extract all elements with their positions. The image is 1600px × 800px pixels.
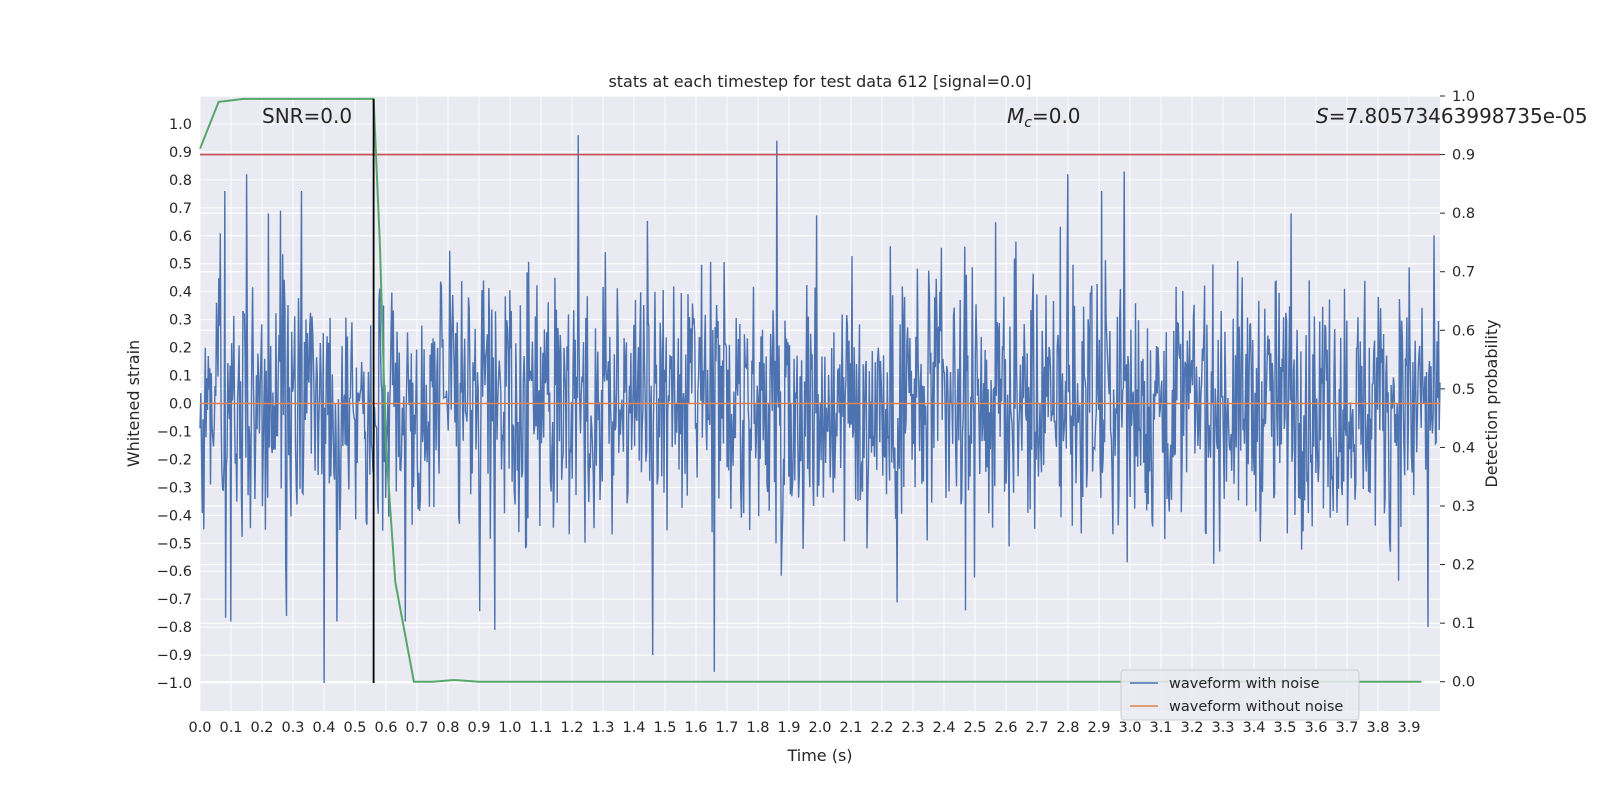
y2-tick-label: 0.6 [1452, 323, 1475, 339]
y2-tick-label: 0.2 [1452, 558, 1475, 574]
y-tick-label: 0.8 [169, 173, 192, 189]
x-tick-label: 1.7 [715, 720, 738, 736]
chirp-mass-annotation: Mc=0.0 [1007, 104, 1081, 131]
x-tick-label: 0.9 [467, 720, 490, 736]
x-tick-label: 3.0 [1118, 720, 1141, 736]
x-tick-label: 1.6 [684, 720, 707, 736]
x-tick-label: 1.0 [498, 720, 521, 736]
y2-tick-label: 0.3 [1452, 499, 1475, 515]
y-tick-label: −0.9 [157, 648, 192, 664]
x-tick-label: 2.0 [808, 720, 831, 736]
snr-annotation: SNR=0.0 [262, 104, 352, 128]
x-tick-label: 0.1 [219, 720, 242, 736]
y-tick-label: −0.3 [157, 480, 192, 496]
series-layer [199, 97, 1441, 684]
y-tick-label: −1.0 [157, 676, 192, 692]
x-tick-label: 0.5 [343, 720, 366, 736]
x-tick-label: 3.7 [1335, 720, 1358, 736]
legend-label-clean: waveform without noise [1169, 699, 1343, 715]
y2-tick-label: 1.0 [1452, 89, 1475, 105]
y-tick-label: 0.0 [169, 397, 192, 413]
x-tick-label: 0.8 [436, 720, 459, 736]
x-tick-label: 1.2 [560, 720, 583, 736]
y-tick-label: 0.1 [169, 369, 192, 385]
y2-tick-label: 0.9 [1452, 148, 1475, 164]
y-axis-label: Whitened strain [124, 340, 143, 467]
y-tick-label: 0.6 [169, 229, 192, 245]
y-tick-label: 0.7 [169, 201, 192, 217]
x-tick-label: 3.4 [1242, 720, 1265, 736]
x-tick-label: 2.9 [1087, 720, 1110, 736]
y-tick-label: 0.9 [169, 145, 192, 161]
x-tick-label: 0.6 [374, 720, 397, 736]
s-symbol: S [1316, 104, 1329, 128]
legend-label-noise: waveform with noise [1169, 676, 1320, 692]
x-tick-label: 3.8 [1366, 720, 1389, 736]
x-tick-label: 2.6 [994, 720, 1017, 736]
y2-tick-label: 0.5 [1452, 382, 1475, 398]
x-tick-label: 0.0 [188, 720, 211, 736]
y-tick-label: −0.1 [157, 424, 192, 440]
s-value: =7.80573463998735e-05 [1329, 104, 1588, 128]
s-annotation: S=7.80573463998735e-05 [1316, 104, 1588, 128]
y-tick-label: −0.5 [157, 536, 192, 552]
x-tick-label: 1.9 [777, 720, 800, 736]
x-tick-label: 2.5 [963, 720, 986, 736]
x-tick-label: 0.4 [312, 720, 335, 736]
x-tick-label: 1.1 [529, 720, 552, 736]
x-tick-label: 3.6 [1304, 720, 1327, 736]
x-tick-label: 2.3 [901, 720, 924, 736]
y-tick-label: −0.7 [157, 592, 192, 608]
chart-title: stats at each timestep for test data 612… [608, 72, 1031, 91]
x-tick-label: 0.2 [250, 720, 273, 736]
x-tick-label: 2.2 [870, 720, 893, 736]
x-tick-label: 1.5 [653, 720, 676, 736]
y-tick-label: 0.3 [169, 313, 192, 329]
y2-axis-ticks: 1.0 0.9 0.8 0.7 0.6 0.5 0.4 0.3 0.2 0.1 0.0 [1440, 89, 1475, 691]
mc-subscript: c [1024, 115, 1032, 131]
x-tick-label: 3.1 [1149, 720, 1172, 736]
y-tick-label: 0.5 [169, 257, 192, 273]
y-tick-label: 0.2 [169, 341, 192, 357]
x-tick-label: 2.4 [932, 720, 955, 736]
y-tick-label: −0.6 [157, 564, 192, 580]
y-tick-label: −0.8 [157, 620, 192, 636]
x-tick-label: 0.7 [405, 720, 428, 736]
x-tick-label: 1.8 [746, 720, 769, 736]
mc-symbol: M [1007, 104, 1024, 128]
y-tick-label: 0.4 [169, 285, 192, 301]
y-tick-label: 1.0 [169, 117, 192, 133]
x-tick-label: 2.7 [1025, 720, 1048, 736]
x-axis-ticks: 0.0 0.1 0.2 0.3 0.4 0.5 0.6 0.7 0.8 0.9 1.0 1.1 1.2 1… [188, 720, 1420, 736]
legend: waveform with noise waveform without noi… [1120, 669, 1360, 721]
y2-tick-label: 0.4 [1452, 440, 1475, 456]
y2-tick-label: 0.1 [1452, 616, 1475, 632]
x-tick-label: 2.8 [1056, 720, 1079, 736]
y-tick-label: −0.4 [157, 508, 192, 524]
x-tick-label: 3.5 [1273, 720, 1296, 736]
x-tick-label: 3.3 [1211, 720, 1234, 736]
x-tick-label: 3.9 [1397, 720, 1420, 736]
y2-tick-label: 0.8 [1452, 206, 1475, 222]
y2-tick-label: 0.0 [1452, 675, 1475, 691]
x-axis-label: Time (s) [786, 746, 852, 765]
x-tick-label: 0.3 [281, 720, 304, 736]
y-axis-ticks: 1.0 0.9 0.8 0.7 0.6 0.5 0.4 0.3 0.2 0.1 0.0 −0.1 −0.… [157, 117, 192, 692]
y2-tick-label: 0.7 [1452, 265, 1475, 281]
detection-probability-line [199, 97, 1422, 683]
y2-axis-label: Detection probability [1482, 319, 1501, 487]
legend-box [1120, 669, 1360, 721]
y-tick-label: −0.2 [157, 452, 192, 468]
x-tick-label: 1.3 [591, 720, 614, 736]
x-tick-label: 2.1 [839, 720, 862, 736]
noisy-waveform-line [199, 135, 1441, 684]
mc-value: =0.0 [1032, 104, 1081, 128]
x-tick-label: 3.2 [1180, 720, 1203, 736]
x-tick-label: 1.4 [622, 720, 645, 736]
